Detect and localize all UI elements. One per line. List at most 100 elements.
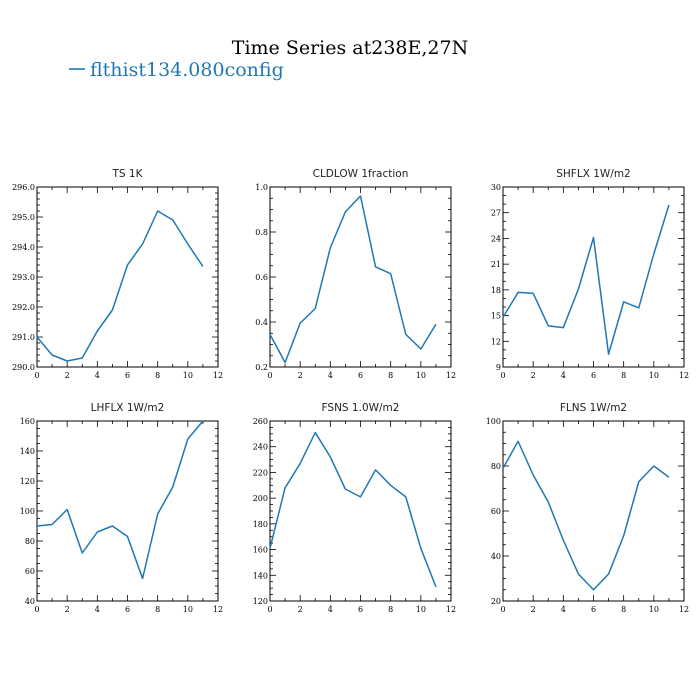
y-tick-label: 290.0 xyxy=(12,363,35,372)
x-tick-label: 2 xyxy=(531,371,536,380)
x-tick-label: 10 xyxy=(416,605,426,614)
panel-title: CLDLOW 1fraction xyxy=(313,168,409,180)
x-tick-label: 2 xyxy=(65,605,70,614)
x-tick-label: 8 xyxy=(388,371,393,380)
x-tick-label: 8 xyxy=(155,371,160,380)
panel-title: FSNS 1.0W/m2 xyxy=(322,402,400,414)
x-tick-label: 0 xyxy=(500,605,505,614)
x-tick-label: 2 xyxy=(298,371,303,380)
y-tick-label: 291.0 xyxy=(12,333,35,342)
series-line xyxy=(36,210,204,362)
y-tick-label: 60 xyxy=(491,507,501,516)
y-tick-label: 180 xyxy=(253,520,268,529)
y-tick-label: 0.4 xyxy=(255,318,268,327)
y-tick-label: 160 xyxy=(253,546,268,555)
y-tick-label: 9 xyxy=(496,363,501,372)
y-tick-label: 260 xyxy=(253,417,268,426)
x-tick-label: 0 xyxy=(267,605,272,614)
x-tick-label: 8 xyxy=(621,371,626,380)
plot-frame xyxy=(36,420,219,602)
y-tick-label: 60 xyxy=(25,567,35,576)
y-tick-label: 160 xyxy=(20,417,35,426)
plot-frame xyxy=(269,420,452,602)
y-tick-label: 294.0 xyxy=(12,243,35,252)
y-tick-label: 40 xyxy=(25,597,35,606)
panel-grid: TS 1K0 2 4 6 8 10 12290.0291.0292.0293.0294.02… xyxy=(12,168,689,614)
plot-frame xyxy=(502,186,685,368)
x-tick-label: 8 xyxy=(621,605,626,614)
x-tick-label: 10 xyxy=(183,371,193,380)
y-tick-label: 296.0 xyxy=(12,183,35,192)
panel-5: FLNS 1W/m2 0 2 4 6 8 10 12 20 40 60 80 100 xyxy=(486,402,689,614)
x-tick-label: 4 xyxy=(561,605,566,614)
figure-title: Time Series at238E,27N xyxy=(232,37,468,59)
y-tick-label: 80 xyxy=(491,462,501,471)
panel-title: TS 1K xyxy=(112,168,144,180)
y-tick-label: 120 xyxy=(20,477,35,486)
panel-1: CLDLOW 1fraction 0 2 4 6 8 10 12 0.2 0.4 0.6 0.8 1.0 xyxy=(255,168,456,380)
x-tick-label: 6 xyxy=(358,371,363,380)
y-tick-label: 15 xyxy=(491,312,501,321)
x-tick-label: 12 xyxy=(679,371,689,380)
y-tick-label: 100 xyxy=(486,417,501,426)
x-tick-label: 12 xyxy=(446,371,456,380)
y-tick-label: 1.0 xyxy=(255,183,268,192)
x-tick-label: 6 xyxy=(125,605,130,614)
panel-title: SHFLX 1W/m2 xyxy=(556,168,631,180)
y-tick-label: 293.0 xyxy=(12,273,35,282)
x-tick-label: 4 xyxy=(328,605,333,614)
y-tick-label: 0.2 xyxy=(255,363,268,372)
legend: flthist134.080config xyxy=(69,59,284,81)
y-tick-label: 295.0 xyxy=(12,213,35,222)
x-tick-label: 6 xyxy=(591,605,596,614)
x-tick-label: 12 xyxy=(213,371,223,380)
plot-frame xyxy=(269,186,452,368)
y-tick-label: 20 xyxy=(491,597,501,606)
series-line xyxy=(502,204,670,355)
y-tick-label: 220 xyxy=(253,468,268,477)
x-tick-label: 4 xyxy=(328,371,333,380)
y-tick-label: 21 xyxy=(491,260,501,269)
y-tick-label: 140 xyxy=(20,447,35,456)
y-tick-label: 18 xyxy=(491,286,501,295)
y-tick-label: 0.8 xyxy=(255,228,268,237)
x-tick-label: 2 xyxy=(531,605,536,614)
x-tick-label: 6 xyxy=(591,371,596,380)
y-tick-label: 140 xyxy=(253,571,268,580)
y-tick-label: 40 xyxy=(491,552,501,561)
y-tick-label: 24 xyxy=(491,234,501,243)
x-tick-label: 10 xyxy=(183,605,193,614)
x-tick-label: 0 xyxy=(34,371,39,380)
y-tick-label: 292.0 xyxy=(12,303,35,312)
x-tick-label: 4 xyxy=(95,371,100,380)
legend-label: flthist134.080config xyxy=(90,59,284,81)
x-tick-label: 4 xyxy=(95,605,100,614)
y-tick-label: 200 xyxy=(253,494,268,503)
y-tick-label: 30 xyxy=(491,183,501,192)
y-tick-label: 100 xyxy=(20,507,35,516)
panel-0: TS 1K 0 2 4 6 8 10 12 290.0 291.0 292.0 293.0 294.0 2… xyxy=(12,168,223,380)
x-tick-label: 12 xyxy=(213,605,223,614)
x-tick-label: 10 xyxy=(416,371,426,380)
series-line xyxy=(502,440,670,591)
x-tick-label: 8 xyxy=(155,605,160,614)
y-tick-label: 80 xyxy=(25,537,35,546)
x-tick-label: 12 xyxy=(679,605,689,614)
series-line xyxy=(269,431,437,588)
x-tick-label: 2 xyxy=(65,371,70,380)
x-tick-label: 0 xyxy=(500,371,505,380)
x-tick-label: 0 xyxy=(267,371,272,380)
y-tick-label: 240 xyxy=(253,443,268,452)
plot-frame xyxy=(36,186,219,368)
x-tick-label: 10 xyxy=(649,605,659,614)
x-tick-label: 6 xyxy=(358,605,363,614)
x-tick-label: 8 xyxy=(388,605,393,614)
x-tick-label: 6 xyxy=(125,371,130,380)
x-tick-label: 0 xyxy=(34,605,39,614)
plot-frame xyxy=(502,420,685,602)
y-tick-label: 12 xyxy=(491,337,501,346)
series-line xyxy=(269,195,437,364)
x-tick-label: 10 xyxy=(649,371,659,380)
